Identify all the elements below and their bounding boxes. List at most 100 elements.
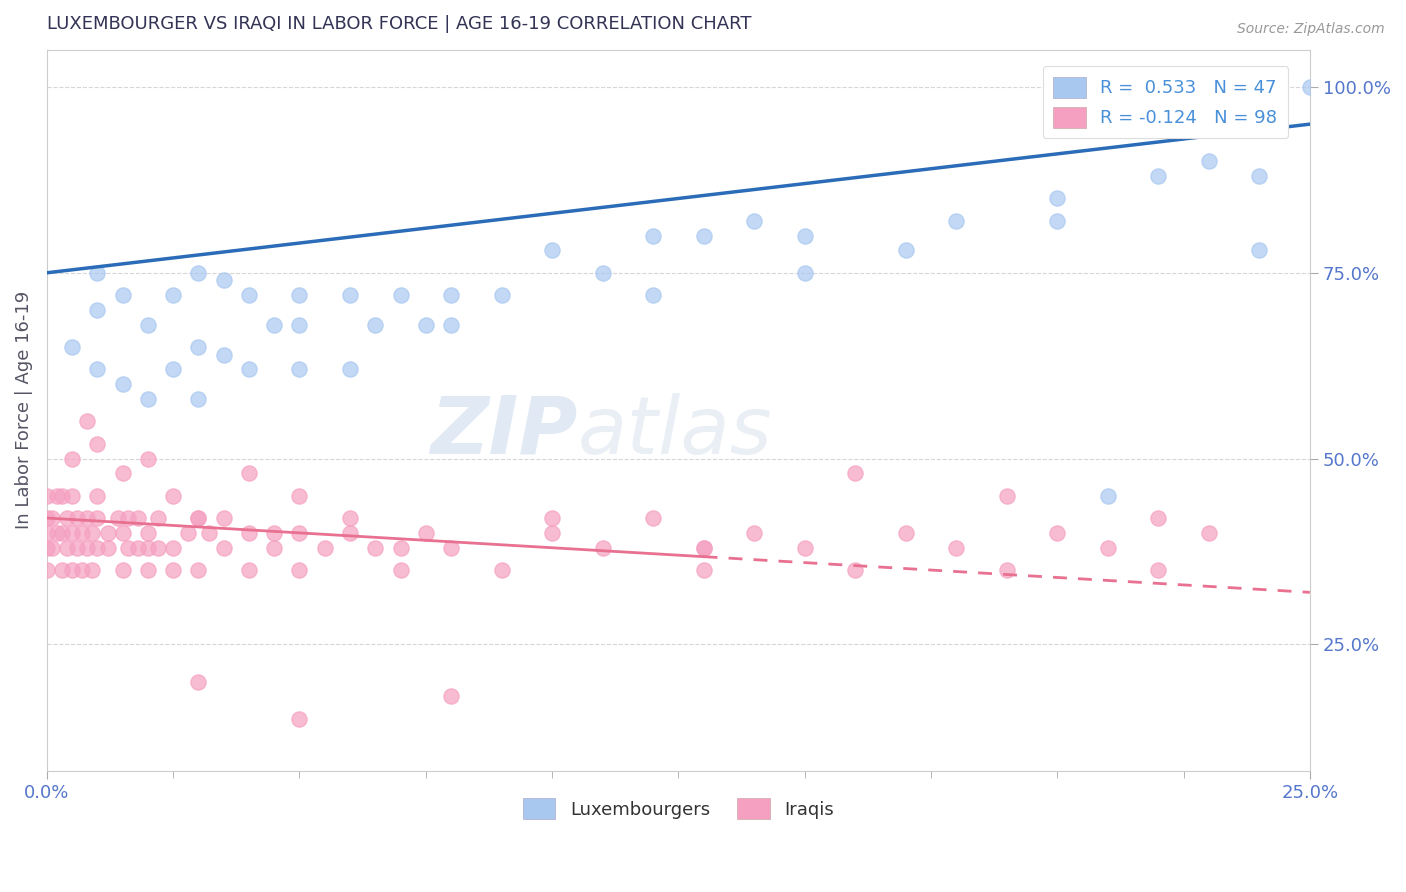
- Point: [692, 228, 714, 243]
- Point: [491, 563, 513, 577]
- Point: [1097, 489, 1119, 503]
- Point: [35, 489, 58, 503]
- Point: [82, 525, 104, 540]
- Point: [56, 541, 79, 555]
- Point: [70, 563, 93, 577]
- Point: [692, 541, 714, 555]
- Point: [288, 712, 311, 726]
- Point: [51, 563, 73, 577]
- Point: [35, 563, 58, 577]
- Point: [592, 541, 614, 555]
- Point: [187, 511, 209, 525]
- Point: [1198, 154, 1220, 169]
- Point: [212, 347, 235, 361]
- Point: [136, 541, 159, 555]
- Y-axis label: In Labor Force | Age 16-19: In Labor Force | Age 16-19: [15, 291, 32, 529]
- Point: [1147, 511, 1170, 525]
- Point: [263, 525, 285, 540]
- Point: [440, 690, 463, 704]
- Legend: Luxembourgers, Iraqis: Luxembourgers, Iraqis: [516, 791, 841, 827]
- Point: [66, 541, 89, 555]
- Point: [136, 451, 159, 466]
- Point: [995, 489, 1018, 503]
- Point: [793, 266, 815, 280]
- Point: [263, 318, 285, 332]
- Point: [76, 541, 98, 555]
- Point: [288, 563, 311, 577]
- Point: [1046, 525, 1069, 540]
- Point: [263, 541, 285, 555]
- Point: [1249, 244, 1271, 258]
- Point: [35, 525, 58, 540]
- Point: [86, 489, 108, 503]
- Point: [643, 228, 665, 243]
- Point: [364, 318, 387, 332]
- Point: [127, 541, 149, 555]
- Point: [945, 541, 967, 555]
- Point: [56, 511, 79, 525]
- Point: [643, 288, 665, 302]
- Point: [440, 318, 463, 332]
- Point: [364, 541, 387, 555]
- Point: [742, 525, 765, 540]
- Point: [238, 467, 260, 481]
- Point: [162, 563, 184, 577]
- Point: [592, 266, 614, 280]
- Point: [844, 563, 866, 577]
- Point: [288, 318, 311, 332]
- Point: [136, 392, 159, 406]
- Point: [692, 563, 714, 577]
- Point: [146, 511, 169, 525]
- Point: [162, 541, 184, 555]
- Point: [127, 511, 149, 525]
- Point: [60, 563, 83, 577]
- Point: [82, 563, 104, 577]
- Point: [41, 541, 63, 555]
- Point: [35, 511, 58, 525]
- Point: [288, 489, 311, 503]
- Point: [111, 288, 134, 302]
- Point: [844, 467, 866, 481]
- Point: [177, 525, 200, 540]
- Text: ZIP: ZIP: [430, 392, 578, 471]
- Point: [389, 541, 412, 555]
- Point: [66, 511, 89, 525]
- Point: [212, 541, 235, 555]
- Point: [238, 563, 260, 577]
- Point: [187, 563, 209, 577]
- Point: [60, 489, 83, 503]
- Point: [107, 511, 129, 525]
- Point: [945, 213, 967, 227]
- Point: [136, 563, 159, 577]
- Point: [1046, 191, 1069, 205]
- Point: [162, 489, 184, 503]
- Point: [60, 340, 83, 354]
- Point: [440, 541, 463, 555]
- Point: [339, 525, 361, 540]
- Point: [415, 525, 437, 540]
- Point: [96, 525, 118, 540]
- Point: [212, 511, 235, 525]
- Point: [541, 244, 564, 258]
- Point: [117, 511, 139, 525]
- Point: [541, 525, 564, 540]
- Point: [314, 541, 336, 555]
- Point: [41, 511, 63, 525]
- Point: [692, 541, 714, 555]
- Point: [389, 288, 412, 302]
- Point: [46, 489, 69, 503]
- Point: [60, 451, 83, 466]
- Point: [1147, 169, 1170, 183]
- Point: [1147, 563, 1170, 577]
- Point: [86, 541, 108, 555]
- Point: [146, 541, 169, 555]
- Point: [86, 436, 108, 450]
- Point: [76, 511, 98, 525]
- Point: [197, 525, 219, 540]
- Point: [894, 525, 917, 540]
- Point: [288, 525, 311, 540]
- Point: [491, 288, 513, 302]
- Text: atlas: atlas: [578, 392, 772, 471]
- Point: [238, 362, 260, 376]
- Point: [187, 392, 209, 406]
